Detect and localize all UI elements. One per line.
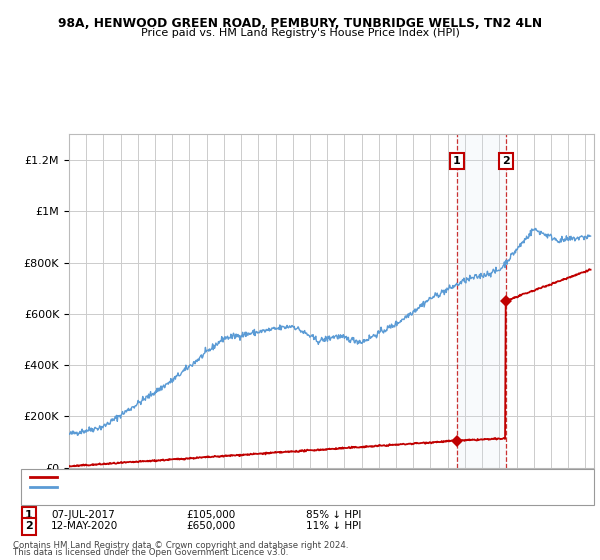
Text: 07-JUL-2017: 07-JUL-2017 [51,510,115,520]
Text: 1: 1 [25,510,32,520]
Text: £650,000: £650,000 [186,521,235,531]
Text: This data is licensed under the Open Government Licence v3.0.: This data is licensed under the Open Gov… [13,548,289,557]
Bar [457,134,506,468]
Text: 98A, HENWOOD GREEN ROAD, PEMBURY, TUNBRIDGE WELLS, TN2 4LN (detached house: 98A, HENWOOD GREEN ROAD, PEMBURY, TUNBRI… [61,473,480,482]
Text: 85% ↓ HPI: 85% ↓ HPI [306,510,361,520]
Text: Contains HM Land Registry data © Crown copyright and database right 2024.: Contains HM Land Registry data © Crown c… [13,541,349,550]
Text: 2: 2 [25,521,32,531]
Text: 2: 2 [502,156,509,166]
Text: HPI: Average price, detached house, Tunbridge Wells: HPI: Average price, detached house, Tunb… [61,482,312,491]
Text: 98A, HENWOOD GREEN ROAD, PEMBURY, TUNBRIDGE WELLS, TN2 4LN: 98A, HENWOOD GREEN ROAD, PEMBURY, TUNBRI… [58,17,542,30]
Text: £105,000: £105,000 [186,510,235,520]
Text: 1: 1 [453,156,461,166]
Text: Price paid vs. HM Land Registry's House Price Index (HPI): Price paid vs. HM Land Registry's House … [140,28,460,38]
Text: 12-MAY-2020: 12-MAY-2020 [51,521,118,531]
Text: 11% ↓ HPI: 11% ↓ HPI [306,521,361,531]
